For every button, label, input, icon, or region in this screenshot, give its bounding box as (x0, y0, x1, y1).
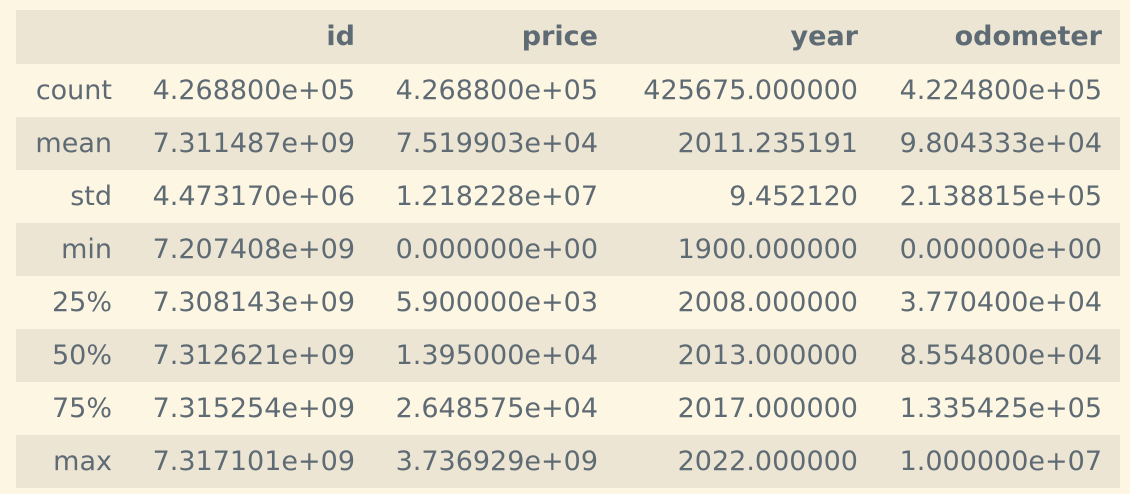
table-cell: 7.311487e+09 (130, 117, 373, 170)
table-cell: 5.900000e+03 (373, 276, 616, 329)
table-row: 25% 7.308143e+09 5.900000e+03 2008.00000… (16, 276, 1120, 329)
table-row: mean 7.311487e+09 7.519903e+04 2011.2351… (16, 117, 1120, 170)
table-body: count 4.268800e+05 4.268800e+05 425675.0… (16, 64, 1120, 488)
table-row: min 7.207408e+09 0.000000e+00 1900.00000… (16, 223, 1120, 276)
table-cell: 1.395000e+04 (373, 329, 616, 382)
table-cell: 7.315254e+09 (130, 382, 373, 435)
column-header-price: price (373, 10, 616, 64)
row-label: 50% (16, 329, 130, 382)
table-row: 75% 7.315254e+09 2.648575e+04 2017.00000… (16, 382, 1120, 435)
table-cell: 1.218228e+07 (373, 170, 616, 223)
table-cell: 2022.000000 (616, 435, 876, 488)
table-cell: 7.312621e+09 (130, 329, 373, 382)
table-row: count 4.268800e+05 4.268800e+05 425675.0… (16, 64, 1120, 117)
table-cell: 2013.000000 (616, 329, 876, 382)
table-row: 50% 7.312621e+09 1.395000e+04 2013.00000… (16, 329, 1120, 382)
table-cell: 4.268800e+05 (130, 64, 373, 117)
row-label: 75% (16, 382, 130, 435)
describe-table: id price year odometer count 4.268800e+0… (16, 10, 1120, 488)
table-cell: 2017.000000 (616, 382, 876, 435)
table-cell: 2.138815e+05 (876, 170, 1120, 223)
table-cell: 7.317101e+09 (130, 435, 373, 488)
table-cell: 7.519903e+04 (373, 117, 616, 170)
row-label: max (16, 435, 130, 488)
table-row: std 4.473170e+06 1.218228e+07 9.452120 2… (16, 170, 1120, 223)
table-header: id price year odometer (16, 10, 1120, 64)
table-cell: 3.736929e+09 (373, 435, 616, 488)
row-label: std (16, 170, 130, 223)
table-cell: 2008.000000 (616, 276, 876, 329)
row-label: count (16, 64, 130, 117)
index-header (16, 10, 130, 64)
table-cell: 1900.000000 (616, 223, 876, 276)
row-label: min (16, 223, 130, 276)
row-label: mean (16, 117, 130, 170)
table-cell: 9.452120 (616, 170, 876, 223)
column-header-odometer: odometer (876, 10, 1120, 64)
table-cell: 8.554800e+04 (876, 329, 1120, 382)
table-cell: 7.308143e+09 (130, 276, 373, 329)
column-header-id: id (130, 10, 373, 64)
table-cell: 0.000000e+00 (876, 223, 1120, 276)
table-cell: 2.648575e+04 (373, 382, 616, 435)
table-cell: 425675.000000 (616, 64, 876, 117)
dataframe-output: id price year odometer count 4.268800e+0… (16, 10, 1120, 488)
table-cell: 4.224800e+05 (876, 64, 1120, 117)
table-cell: 0.000000e+00 (373, 223, 616, 276)
table-cell: 3.770400e+04 (876, 276, 1120, 329)
header-row: id price year odometer (16, 10, 1120, 64)
table-cell: 7.207408e+09 (130, 223, 373, 276)
table-cell: 9.804333e+04 (876, 117, 1120, 170)
table-cell: 2011.235191 (616, 117, 876, 170)
table-row: max 7.317101e+09 3.736929e+09 2022.00000… (16, 435, 1120, 488)
column-header-year: year (616, 10, 876, 64)
row-label: 25% (16, 276, 130, 329)
table-cell: 4.473170e+06 (130, 170, 373, 223)
table-cell: 1.000000e+07 (876, 435, 1120, 488)
table-cell: 4.268800e+05 (373, 64, 616, 117)
table-cell: 1.335425e+05 (876, 382, 1120, 435)
